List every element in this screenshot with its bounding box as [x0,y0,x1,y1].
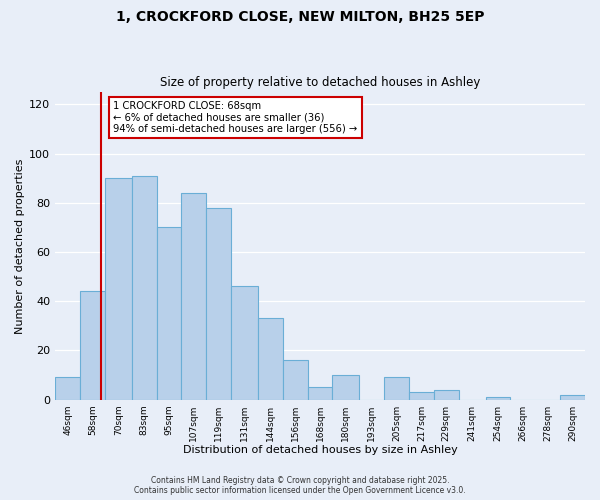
Bar [105,178,132,400]
Bar [80,292,105,400]
Bar [409,392,434,400]
Bar [258,318,283,400]
Bar [434,390,459,400]
Bar [308,388,332,400]
Title: Size of property relative to detached houses in Ashley: Size of property relative to detached ho… [160,76,480,90]
Text: 1, CROCKFORD CLOSE, NEW MILTON, BH25 5EP: 1, CROCKFORD CLOSE, NEW MILTON, BH25 5EP [116,10,484,24]
Bar [560,394,585,400]
Bar [206,208,231,400]
Text: Contains HM Land Registry data © Crown copyright and database right 2025.
Contai: Contains HM Land Registry data © Crown c… [134,476,466,495]
Y-axis label: Number of detached properties: Number of detached properties [15,158,25,334]
Bar [181,193,206,400]
Bar [485,397,511,400]
Bar [384,378,409,400]
Bar [231,286,258,400]
Bar [132,176,157,400]
Bar [332,375,359,400]
X-axis label: Distribution of detached houses by size in Ashley: Distribution of detached houses by size … [183,445,457,455]
Text: 1 CROCKFORD CLOSE: 68sqm
← 6% of detached houses are smaller (36)
94% of semi-de: 1 CROCKFORD CLOSE: 68sqm ← 6% of detache… [113,102,358,134]
Bar [157,228,181,400]
Bar [283,360,308,400]
Bar [55,378,80,400]
